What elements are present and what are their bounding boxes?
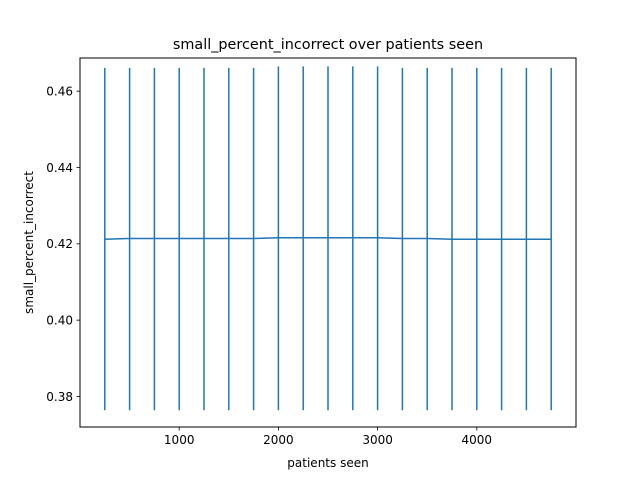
chart-title: small_percent_incorrect over patients se… xyxy=(173,37,483,53)
plot-frame xyxy=(79,57,577,428)
x-tick-label: 1000 xyxy=(164,433,195,447)
y-axis-label: small_percent_incorrect xyxy=(22,171,36,314)
series-line xyxy=(104,236,552,241)
y-tick-label: 0.44 xyxy=(46,161,73,175)
x-axis-label: patients seen xyxy=(287,456,368,470)
y-tick-label: 0.46 xyxy=(46,84,73,98)
x-tick-label: 2000 xyxy=(263,433,294,447)
y-tick-label: 0.40 xyxy=(46,313,73,327)
x-axis-ticks: 1000 2000 3000 4000 xyxy=(164,427,492,447)
y-axis-ticks: 0.38 0.40 0.42 0.44 0.46 xyxy=(46,84,80,404)
x-tick-label: 4000 xyxy=(462,433,493,447)
plot-marks xyxy=(104,66,552,411)
y-tick-label: 0.38 xyxy=(46,390,73,404)
y-tick-label: 0.42 xyxy=(46,237,73,251)
x-tick-label: 3000 xyxy=(362,433,393,447)
